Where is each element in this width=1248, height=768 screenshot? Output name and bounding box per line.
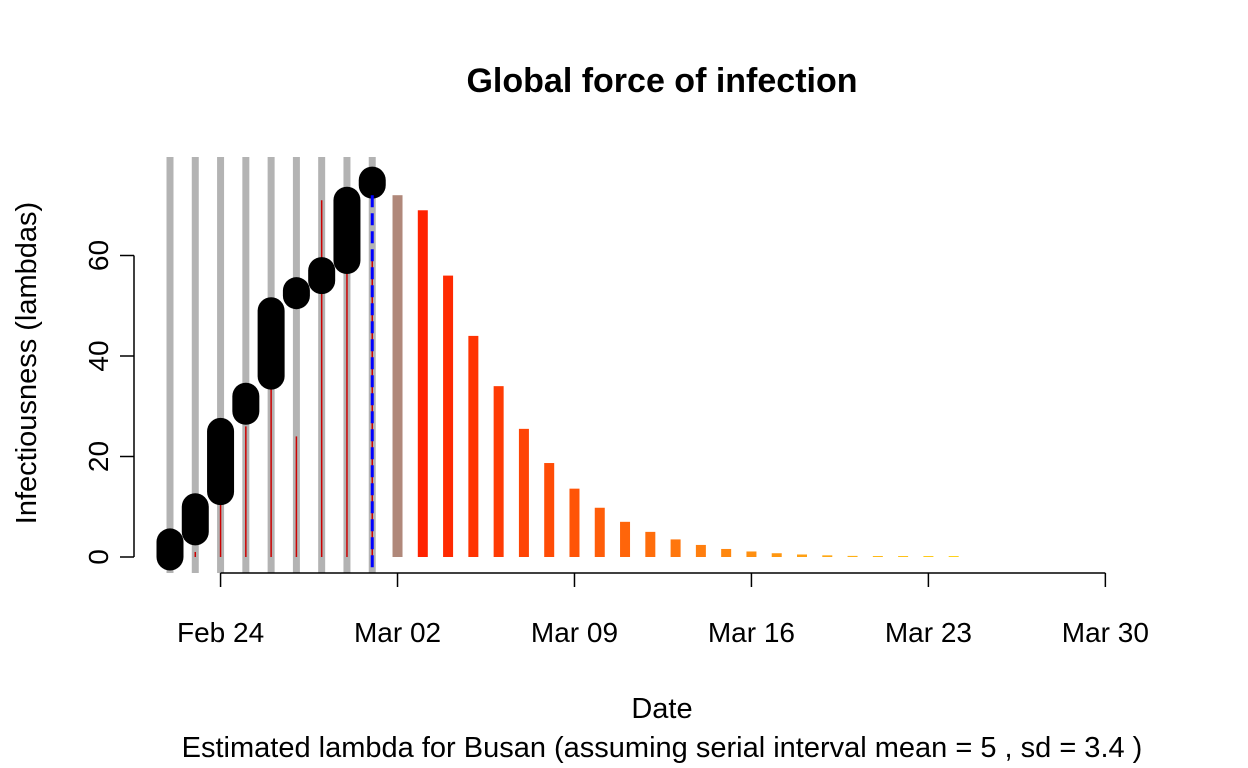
x-tick-label: Mar 16 [708, 617, 795, 648]
y-tick-label: 20 [83, 441, 114, 472]
y-tick-label: 60 [83, 240, 114, 271]
projected-lambda-bar [594, 507, 605, 557]
projected-lambda-bar [847, 555, 858, 557]
projected-lambda-bar [670, 539, 681, 557]
x-axis-label: Date [631, 693, 692, 725]
x-axis: Feb 24 Mar 02 Mar 09 Mar 16 Mar 23 Mar 30 [177, 572, 1149, 648]
projected-lambda-bar [923, 556, 934, 557]
projected-lambda-bar [746, 551, 757, 557]
chart-title: Global force of infection [466, 62, 857, 100]
projected-lambda-bar [544, 463, 555, 557]
chart-subtitle: Estimated lambda for Busan (assuming ser… [182, 732, 1143, 764]
y-axis-label: Infectiousness (lambdas) [11, 202, 43, 524]
projected-lambda-bar [468, 335, 479, 557]
y-tick-label: 40 [83, 340, 114, 371]
projected-lambda-bar [493, 386, 504, 557]
observed-lambda-bar [392, 195, 403, 557]
y-tick-label: 0 [83, 549, 114, 565]
x-tick-label: Mar 30 [1062, 617, 1149, 648]
cases-segments [156, 166, 386, 571]
x-tick-label: Mar 23 [885, 617, 972, 648]
projected-lambda-bar [443, 275, 454, 557]
projected-lambda-bar [569, 488, 580, 557]
y-axis: 0 20 40 60 [83, 240, 135, 565]
projected-lambda-bar [822, 555, 833, 557]
projected-lambda-bar [797, 554, 807, 557]
x-tick-label: Mar 02 [354, 617, 441, 648]
projected-lambda-bar [620, 521, 631, 557]
projected-lambda-bar [898, 556, 909, 557]
x-tick-label: Feb 24 [177, 617, 264, 648]
projected-lambda-bar [417, 210, 428, 557]
projected-lambda-bar [771, 553, 782, 557]
x-tick-label: Mar 09 [531, 617, 618, 648]
projected-lambda-bars [417, 210, 959, 557]
projected-lambda-bar [721, 548, 732, 557]
projected-lambda-bar [872, 556, 883, 557]
projected-lambda-bar [645, 531, 656, 557]
projected-lambda-bar [948, 556, 959, 557]
projected-lambda-bar [695, 544, 706, 557]
projected-lambda-bar [518, 428, 529, 557]
